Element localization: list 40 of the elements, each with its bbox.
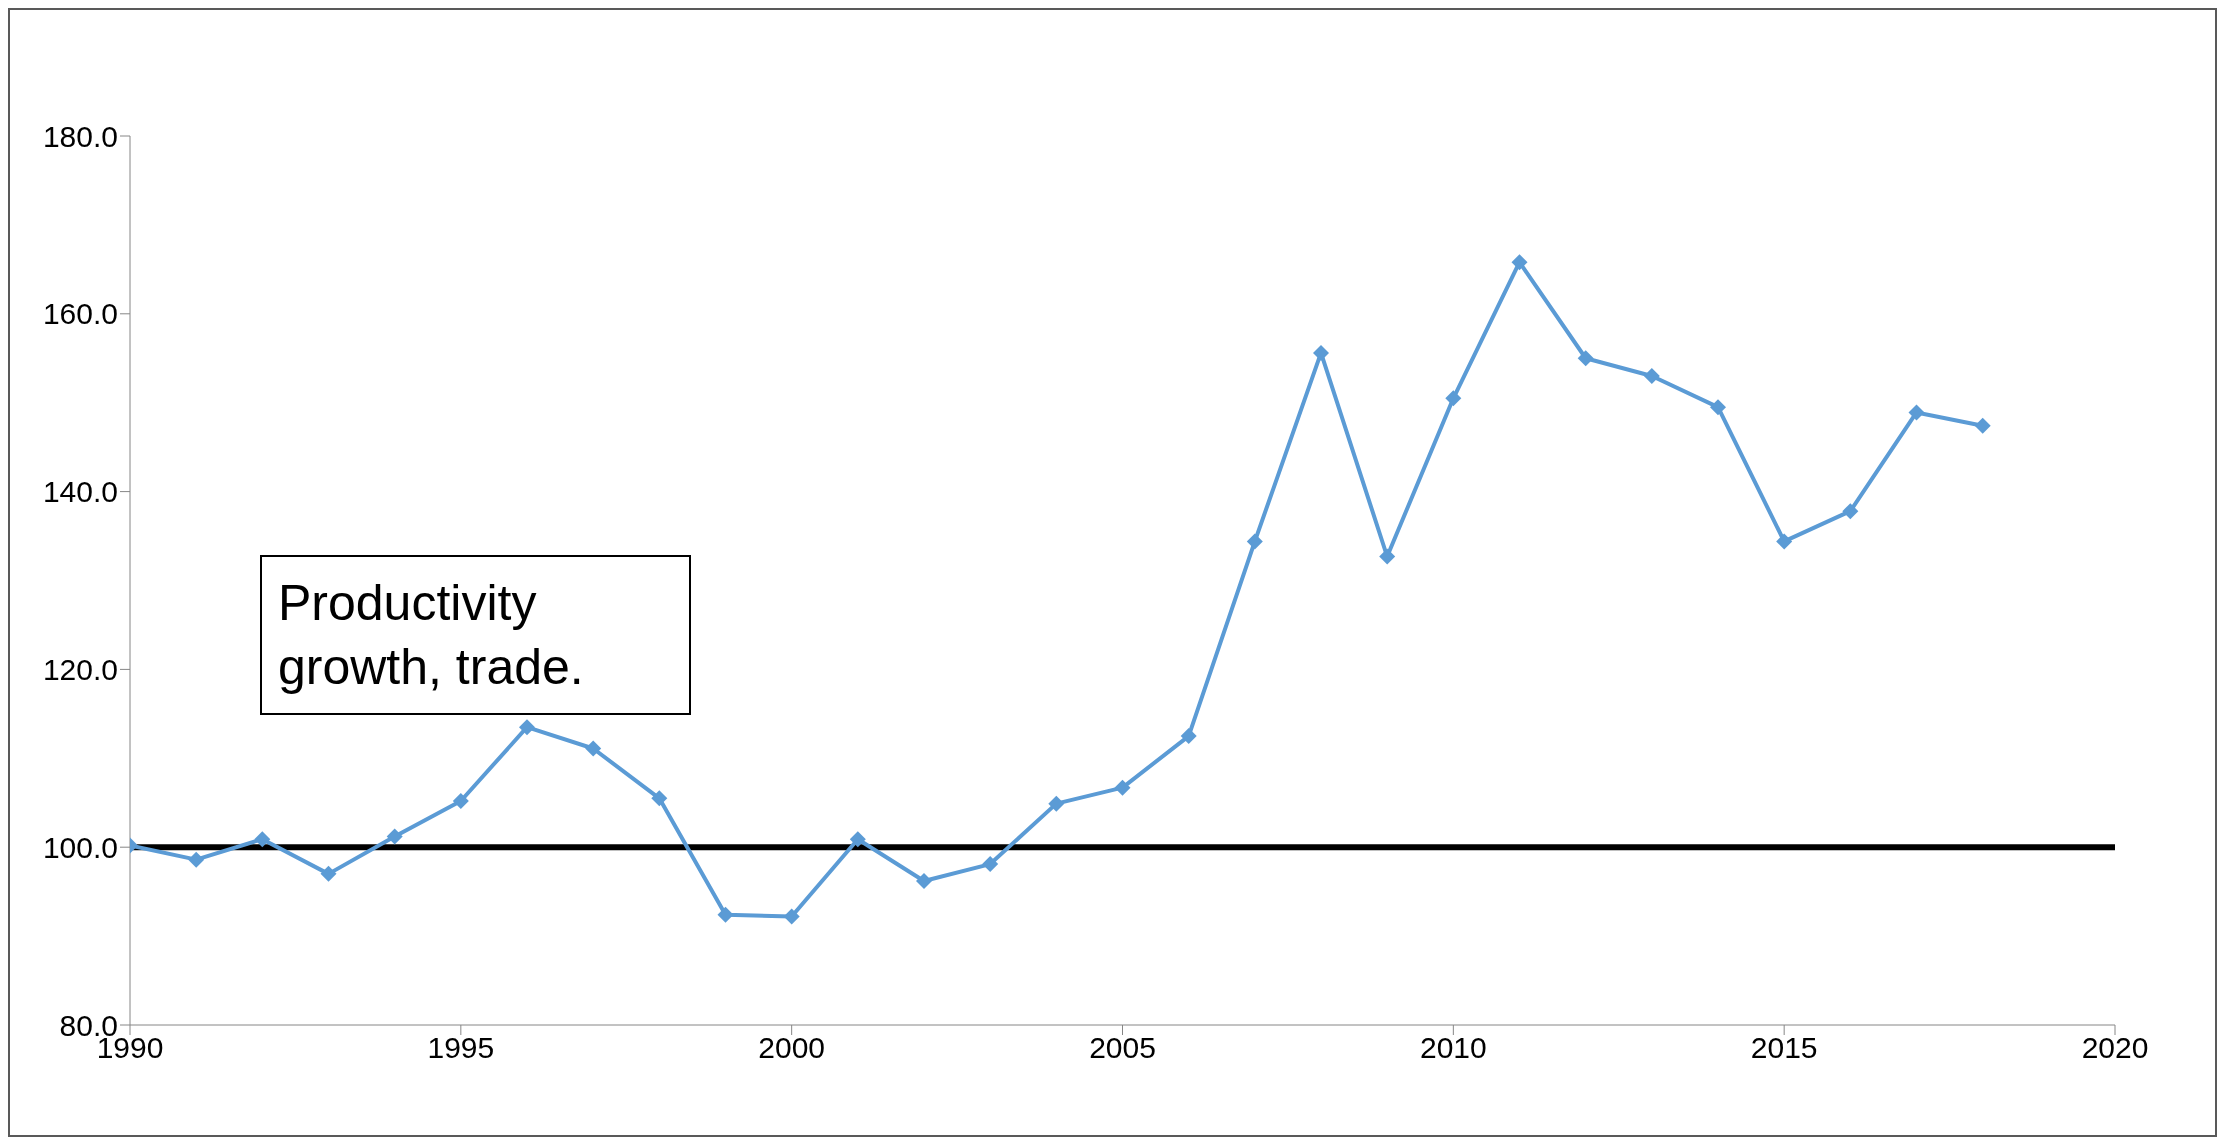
point — [1577, 350, 1594, 367]
x-tick-label: 1995 — [427, 1031, 495, 1065]
point — [188, 851, 205, 868]
point — [386, 828, 403, 845]
y-tick-label: 140.0 — [42, 475, 118, 509]
point — [849, 831, 866, 848]
point — [320, 865, 337, 882]
point — [1643, 368, 1660, 385]
x-tick-label: 2020 — [2081, 1031, 2149, 1065]
point — [1974, 417, 1991, 434]
x-tick-label: 2010 — [1419, 1031, 1487, 1065]
point — [1445, 390, 1462, 407]
point — [651, 790, 668, 807]
point — [1710, 399, 1726, 416]
point — [452, 792, 469, 809]
point — [1246, 533, 1263, 550]
point — [254, 831, 271, 848]
point — [717, 906, 734, 923]
x-tick-label: 2005 — [1089, 1031, 1156, 1065]
point — [1511, 254, 1528, 271]
point — [1776, 533, 1793, 550]
point — [1379, 548, 1396, 565]
y-tick-label: 160.0 — [42, 297, 118, 331]
point — [1842, 503, 1859, 520]
x-tick-label: 2000 — [758, 1031, 826, 1065]
point — [1114, 779, 1131, 796]
point — [1313, 344, 1329, 361]
x-tick-label: 2015 — [1750, 1031, 1818, 1065]
point — [783, 908, 800, 925]
annotation: Productivity growth, trade. — [260, 555, 691, 715]
y-tick-label: 120.0 — [42, 653, 118, 687]
point — [982, 856, 999, 873]
point — [1048, 795, 1065, 812]
point — [585, 740, 602, 757]
point — [1180, 728, 1197, 745]
y-tick-label: 180.0 — [42, 119, 118, 153]
point — [519, 719, 535, 736]
point — [916, 872, 932, 889]
point — [1908, 404, 1925, 421]
y-tick-label: 100.0 — [42, 830, 118, 864]
